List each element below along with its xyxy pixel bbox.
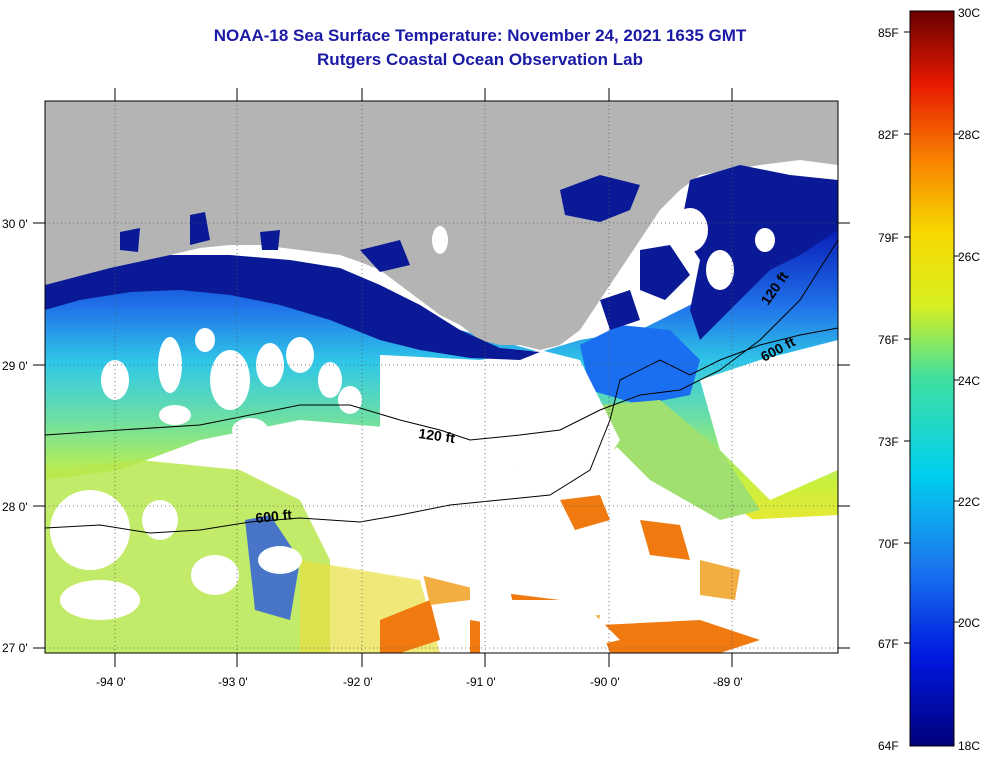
coastal-cold-water — [45, 165, 838, 360]
map-title: NOAA-18 Sea Surface Temperature: Novembe… — [213, 26, 747, 45]
colorbar-c-label: 30C — [958, 6, 980, 20]
colorbar-f-label: 70F — [878, 537, 899, 551]
tick-marks — [33, 88, 850, 667]
colorbar-f-label: 67F — [878, 637, 899, 651]
contour-label-120ft-west: 120 ft — [418, 425, 457, 446]
colorbar-c-label: 28C — [958, 128, 980, 142]
colorbar-c-label: 26C — [958, 250, 980, 264]
delta-cold-patch — [580, 325, 700, 405]
colorbar-ticks — [904, 31, 960, 644]
colorbar-c-label: 18C — [958, 739, 980, 753]
colorbar-c-label: 22C — [958, 495, 980, 509]
contour-600ft — [45, 327, 838, 534]
lat-label: 27 0' — [2, 641, 28, 655]
cloud-patches — [50, 328, 838, 653]
land — [45, 101, 838, 350]
lat-label: 28 0' — [2, 500, 28, 514]
lon-label: -93 0' — [218, 675, 248, 689]
land-cloud-spots — [432, 208, 775, 290]
lon-label: -94 0' — [96, 675, 126, 689]
lon-label: -92 0' — [343, 675, 373, 689]
lat-label: 29 0' — [2, 359, 28, 373]
contour-120ft — [45, 239, 838, 441]
map-subtitle: Rutgers Coastal Ocean Observation Lab — [317, 50, 643, 69]
delta-warm-patch — [600, 400, 760, 520]
map-frame — [44, 100, 839, 654]
colorbar-f-label: 64F — [878, 739, 899, 753]
colorbar-f-label: 82F — [878, 128, 899, 142]
colorbar — [909, 10, 955, 747]
colorbar-f-label: 73F — [878, 435, 899, 449]
lat-label: 30 0' — [2, 217, 28, 231]
graticule — [45, 101, 838, 653]
lon-label: -91 0' — [466, 675, 496, 689]
colorbar-c-label: 20C — [958, 616, 980, 630]
colorbar-c-label: 24C — [958, 374, 980, 388]
lon-label: -90 0' — [590, 675, 620, 689]
colorbar-f-label: 79F — [878, 231, 899, 245]
lon-label: -89 0' — [713, 675, 743, 689]
colorbar-f-label: 76F — [878, 333, 899, 347]
colorbar-f-label: 85F — [878, 26, 899, 40]
contour-label-600ft-west: 600 ft — [255, 506, 293, 526]
